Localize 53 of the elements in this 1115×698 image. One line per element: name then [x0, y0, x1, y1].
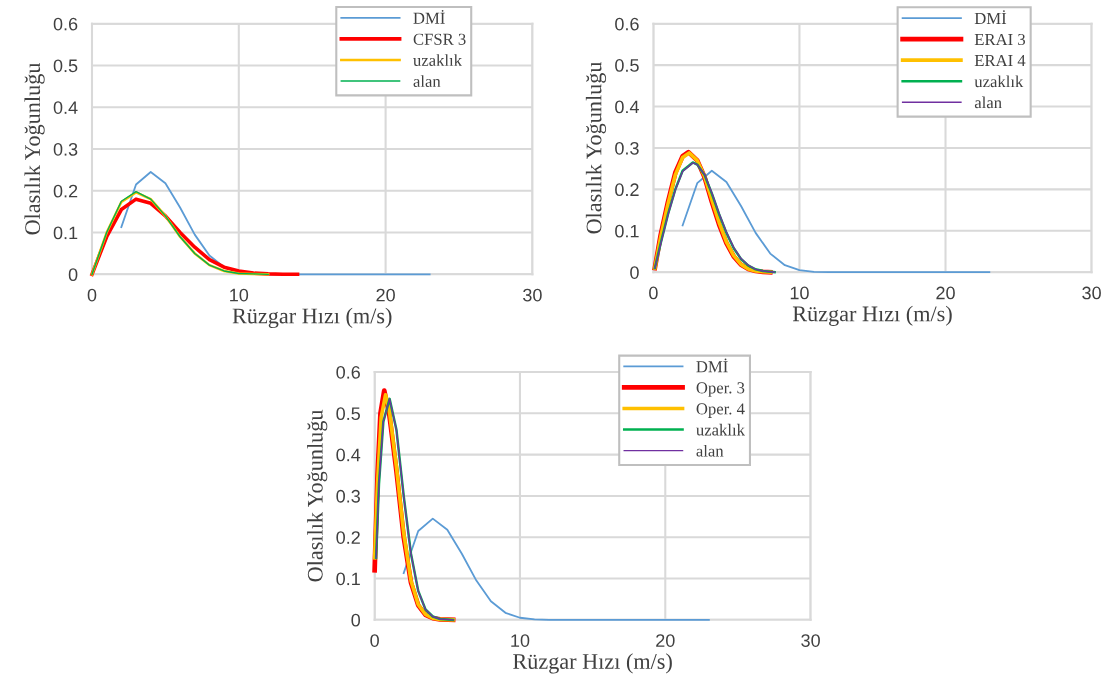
y-tick-label: 0	[630, 266, 639, 279]
legend-label: uzaklık	[974, 75, 1024, 88]
y-tick-label: 0.4	[53, 101, 78, 114]
y-axis-title: Olasılık Yoğunluğu	[585, 61, 607, 234]
y-tick-label: 0.1	[336, 572, 360, 586]
y-tick-label: 0.2	[615, 183, 639, 197]
legend-label: CFSR 3	[413, 33, 466, 45]
legend-label: alan	[974, 96, 1002, 109]
y-tick-label: 0.6	[615, 17, 639, 31]
legend-label: DMİ	[413, 9, 445, 24]
y-tick-label: 0.4	[615, 100, 639, 114]
x-tick-label: 10	[511, 634, 530, 647]
x-tick-label: 20	[936, 286, 955, 300]
y-tick-label: 0.3	[615, 141, 639, 155]
x-tick-label: 20	[376, 288, 395, 302]
legend-label: ERAI 4	[974, 54, 1026, 66]
legend-label: alan	[696, 444, 724, 457]
legend-label: uzaklık	[413, 54, 463, 66]
y-axis-title: Olasılık Yoğunluğu	[24, 62, 45, 235]
y-tick-label: 0.1	[53, 226, 78, 240]
y-tick-label: 0	[68, 268, 78, 282]
y-tick-label: 0.5	[615, 59, 639, 72]
x-tick-label: 0	[370, 634, 379, 647]
legend-label: alan	[413, 75, 441, 87]
y-axis-title: Olasılık Yoğunluğu	[307, 409, 328, 582]
x-tick-label: 30	[523, 288, 542, 302]
y-tick-label: 0.2	[336, 531, 360, 544]
x-axis-title: Rüzgar Hızı (m/s)	[232, 307, 392, 329]
x-tick-label: 30	[801, 634, 820, 647]
legend-label: Oper. 4	[696, 403, 745, 418]
y-tick-label: 0	[351, 613, 361, 627]
legend-label: Oper. 3	[696, 382, 745, 397]
x-tick-label: 10	[230, 288, 249, 302]
legend-label: uzaklık	[696, 423, 745, 436]
y-tick-label: 0.6	[336, 365, 360, 379]
x-axis-title: Rüzgar Hızı (m/s)	[513, 653, 672, 674]
x-axis-title: Rüzgar Hızı (m/s)	[792, 305, 952, 326]
x-tick-label: 10	[790, 286, 809, 300]
x-tick-label: 30	[1082, 286, 1101, 300]
y-tick-label: 0.3	[53, 142, 78, 156]
y-tick-label: 0.6	[53, 17, 78, 31]
legend-label: DMİ	[696, 358, 728, 373]
y-tick-label: 0.2	[53, 184, 78, 198]
x-tick-label: 20	[656, 634, 675, 647]
legend-label: ERAI 3	[974, 33, 1026, 46]
y-tick-label: 0.1	[615, 224, 639, 238]
y-tick-label: 0.4	[336, 448, 361, 462]
y-tick-label: 0.5	[336, 407, 360, 421]
y-tick-label: 0.3	[336, 489, 360, 503]
y-tick-label: 0.5	[53, 59, 78, 73]
x-tick-label: 0	[87, 288, 97, 302]
legend-label: DMİ	[974, 10, 1007, 24]
x-tick-label: 0	[649, 286, 658, 300]
